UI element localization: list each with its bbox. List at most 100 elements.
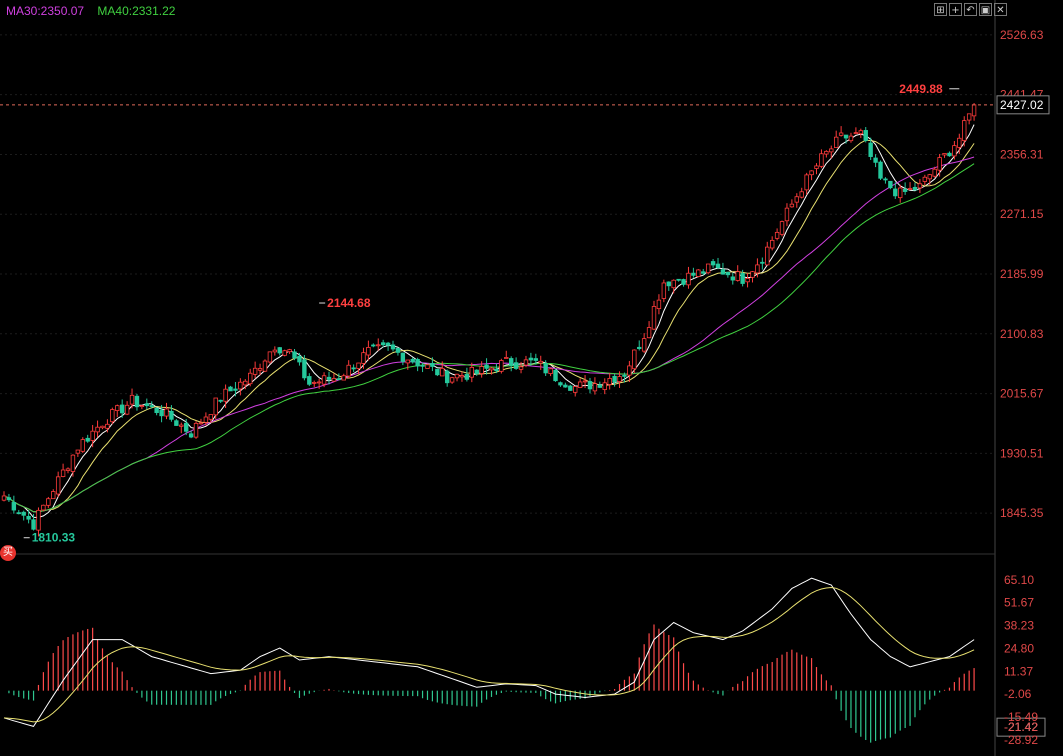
candle-body	[784, 207, 790, 222]
candle-body	[376, 344, 381, 347]
candle-body	[435, 368, 440, 376]
macd-axis: 65.10 51.67 38.23 24.80 11.37 -2.06 -15.49-21.…	[1004, 573, 1038, 747]
candle-body	[676, 278, 681, 281]
candle-body	[385, 342, 391, 346]
candle-body	[888, 180, 893, 189]
candle-body	[577, 381, 583, 388]
candle-body	[962, 120, 967, 141]
candle-body	[725, 271, 731, 276]
candle-body	[51, 491, 56, 500]
candle-body	[853, 132, 859, 135]
candle-body	[459, 375, 465, 378]
candle-body	[267, 351, 273, 363]
candle-body	[174, 420, 179, 426]
candle-body	[937, 157, 942, 171]
candle-body	[893, 188, 898, 197]
y-tick-label: 2271.15	[1000, 207, 1044, 221]
candle-body	[233, 388, 238, 391]
candle-body	[641, 338, 647, 352]
candle-body	[444, 370, 450, 384]
ma30-line	[3, 156, 975, 513]
candle-body	[573, 386, 578, 393]
candle-body	[848, 135, 854, 142]
candle-body	[110, 409, 115, 423]
ma-legend: MA30:2350.07 MA40:2331.22	[6, 4, 185, 18]
candle-body	[957, 137, 962, 148]
candle-body	[425, 364, 430, 369]
candle-body	[809, 170, 814, 176]
candle-body	[622, 374, 627, 377]
candle-body	[671, 279, 676, 289]
candle-body	[597, 384, 603, 388]
candle-body	[553, 369, 558, 382]
candle-body	[917, 183, 923, 189]
candle-body	[55, 476, 61, 495]
candle-body	[31, 519, 36, 530]
candle-body	[302, 359, 307, 379]
candle-body	[833, 136, 839, 148]
close-icon[interactable]: ✕	[994, 3, 1007, 16]
y-tick-label: 2526.63	[1000, 28, 1044, 42]
candle-body	[528, 357, 534, 361]
candle-body	[543, 363, 548, 374]
macd-tick-label: -21.42	[1004, 720, 1038, 734]
candle-body	[592, 383, 598, 392]
candle-body	[750, 271, 755, 278]
candle-body	[765, 246, 770, 266]
candle-body	[651, 306, 657, 330]
candle-body	[602, 382, 607, 390]
candle-body	[440, 367, 445, 377]
back-icon[interactable]: ↶	[964, 3, 977, 16]
candle-body	[774, 231, 780, 239]
candle-body	[504, 357, 509, 359]
annotation-label: 1810.33	[32, 531, 76, 545]
candle-body	[60, 469, 66, 477]
candle-body	[287, 349, 292, 353]
candle-body	[228, 386, 233, 392]
candle-body	[252, 367, 258, 375]
candle-body	[558, 382, 563, 386]
candle-body	[563, 384, 568, 388]
y-tick-label: 2356.31	[1000, 147, 1044, 161]
candle-body	[371, 344, 376, 347]
candle-body	[100, 425, 105, 429]
plus-icon[interactable]: +	[949, 3, 962, 16]
candle-body	[666, 281, 671, 287]
candle-body	[75, 449, 81, 454]
annotation-label: 2449.88	[899, 82, 943, 96]
candle-body	[858, 130, 864, 135]
candle-body	[1, 495, 7, 501]
candle-body	[868, 142, 873, 157]
moving-average-lines	[3, 124, 975, 518]
macd-panel: -21.42	[3, 577, 1046, 743]
candle-body	[169, 410, 174, 420]
current-price-label: 2427.02	[1000, 98, 1044, 112]
candle-body	[735, 271, 740, 281]
candle-body	[646, 327, 652, 339]
candle-body	[361, 352, 366, 364]
buy-signal-badge[interactable]: 买	[0, 545, 16, 561]
candle-body	[755, 264, 760, 274]
macd-tick-label: 65.10	[1004, 573, 1034, 587]
candle-body	[691, 272, 696, 276]
window-icon[interactable]: ▣	[979, 3, 992, 16]
candle-body	[312, 382, 317, 384]
candle-body	[710, 261, 716, 266]
candle-body	[469, 366, 475, 378]
candle-body	[779, 221, 785, 235]
candle-body	[341, 375, 346, 381]
candlestick-series	[1, 103, 977, 537]
fullscreen-icon[interactable]: ⊞	[934, 3, 947, 16]
candle-body	[661, 282, 667, 299]
candle-body	[632, 349, 637, 370]
candle-body	[70, 454, 76, 472]
candle-body	[454, 373, 460, 379]
candle-body	[36, 509, 41, 531]
annotation-label: 2144.68	[327, 296, 371, 310]
candle-body	[760, 261, 765, 264]
candle-body	[430, 363, 435, 367]
candle-body	[696, 269, 701, 277]
candle-body	[568, 385, 573, 391]
chart-toolbar: ⊞ + ↶ ▣ ✕	[934, 3, 1007, 16]
